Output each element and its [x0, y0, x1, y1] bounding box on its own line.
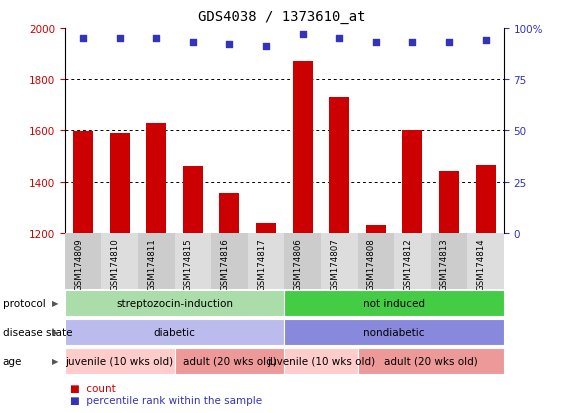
- Point: [408, 40, 417, 47]
- Text: age: age: [3, 356, 22, 366]
- Point: [152, 36, 161, 43]
- Bar: [138, 233, 175, 289]
- Bar: [284, 233, 321, 289]
- Text: GSM174815: GSM174815: [184, 238, 193, 290]
- Bar: [431, 233, 467, 289]
- Text: ▶: ▶: [51, 356, 58, 366]
- Bar: [284, 319, 504, 345]
- Text: GSM174816: GSM174816: [221, 238, 230, 290]
- Text: GSM174809: GSM174809: [74, 238, 83, 290]
- Text: GSM174807: GSM174807: [330, 238, 339, 290]
- Bar: [358, 233, 394, 289]
- Point: [115, 36, 124, 43]
- Text: ▶: ▶: [51, 299, 58, 308]
- Point: [225, 42, 234, 49]
- Bar: [329, 98, 349, 233]
- Bar: [293, 62, 312, 233]
- Bar: [366, 225, 386, 233]
- Text: GSM174808: GSM174808: [367, 238, 376, 290]
- Point: [188, 40, 197, 47]
- Text: nondiabetic: nondiabetic: [363, 327, 425, 337]
- Text: GSM174812: GSM174812: [404, 238, 412, 290]
- Bar: [403, 131, 422, 233]
- Text: diabetic: diabetic: [154, 327, 195, 337]
- Text: not induced: not induced: [363, 298, 425, 308]
- Text: juvenile (10 wks old): juvenile (10 wks old): [267, 356, 375, 366]
- Bar: [220, 194, 239, 233]
- Point: [372, 40, 381, 47]
- Bar: [73, 132, 93, 233]
- Bar: [101, 233, 138, 289]
- Bar: [358, 348, 504, 374]
- Bar: [467, 233, 504, 289]
- Bar: [211, 233, 248, 289]
- Point: [481, 38, 490, 45]
- Text: disease state: disease state: [3, 327, 72, 337]
- Text: streptozocin-induction: streptozocin-induction: [116, 298, 233, 308]
- Bar: [175, 348, 284, 374]
- Text: GSM174817: GSM174817: [257, 238, 266, 290]
- Bar: [175, 233, 211, 289]
- Text: GSM174813: GSM174813: [440, 238, 449, 290]
- Text: ■  percentile rank within the sample: ■ percentile rank within the sample: [70, 395, 262, 405]
- Bar: [284, 348, 358, 374]
- Bar: [65, 290, 284, 316]
- Bar: [110, 134, 129, 233]
- Bar: [476, 166, 495, 233]
- Text: adult (20 wks old): adult (20 wks old): [182, 356, 276, 366]
- Text: GSM174814: GSM174814: [477, 238, 485, 290]
- Text: adult (20 wks old): adult (20 wks old): [384, 356, 477, 366]
- Bar: [65, 348, 175, 374]
- Text: ▶: ▶: [51, 328, 58, 337]
- Point: [79, 36, 88, 43]
- Bar: [256, 224, 276, 233]
- Point: [261, 44, 270, 51]
- Point: [334, 36, 343, 43]
- Text: GDS4038 / 1373610_at: GDS4038 / 1373610_at: [198, 10, 365, 24]
- Bar: [183, 167, 203, 233]
- Text: protocol: protocol: [3, 298, 46, 308]
- Bar: [248, 233, 284, 289]
- Bar: [284, 290, 504, 316]
- Bar: [65, 233, 101, 289]
- Text: GSM174806: GSM174806: [294, 238, 303, 290]
- Bar: [439, 172, 459, 233]
- Text: GSM174811: GSM174811: [148, 238, 157, 290]
- Text: juvenile (10 wks old): juvenile (10 wks old): [65, 356, 174, 366]
- Bar: [394, 233, 431, 289]
- Point: [445, 40, 454, 47]
- Point: [298, 32, 307, 38]
- Bar: [321, 233, 358, 289]
- Bar: [65, 319, 284, 345]
- Text: ■  count: ■ count: [70, 383, 116, 393]
- Text: GSM174810: GSM174810: [111, 238, 120, 290]
- Bar: [146, 123, 166, 233]
